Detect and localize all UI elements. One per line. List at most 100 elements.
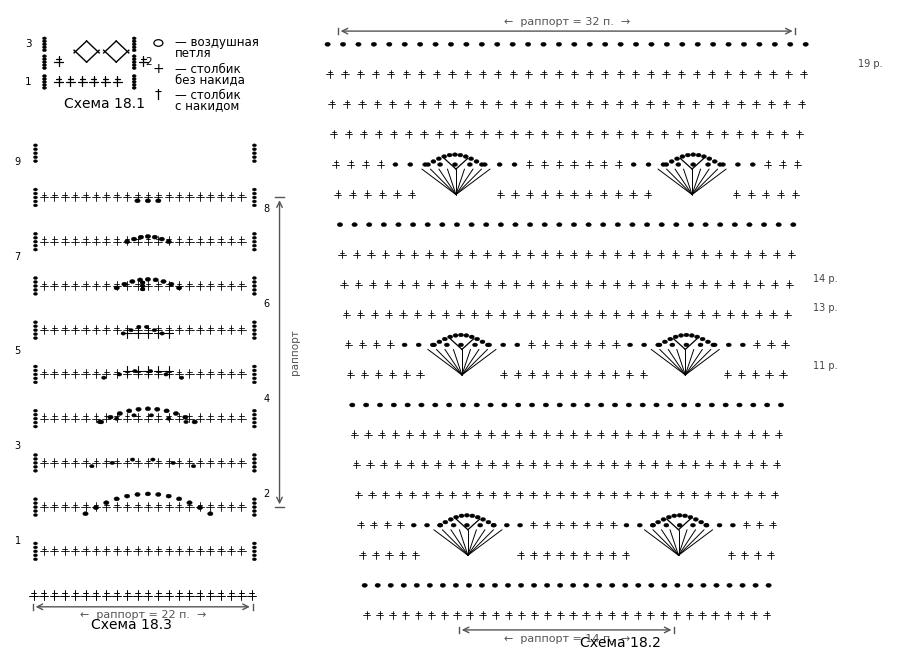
Circle shape	[436, 340, 442, 343]
Circle shape	[556, 223, 562, 227]
Circle shape	[513, 223, 518, 227]
Circle shape	[431, 343, 436, 347]
Circle shape	[166, 417, 171, 420]
Circle shape	[445, 343, 449, 347]
Circle shape	[160, 332, 165, 335]
Circle shape	[122, 282, 127, 286]
Circle shape	[481, 518, 486, 521]
Circle shape	[486, 520, 491, 524]
Circle shape	[42, 86, 47, 90]
Circle shape	[488, 403, 493, 407]
Circle shape	[544, 583, 550, 587]
Text: 7: 7	[14, 252, 21, 262]
Text: 13 р.: 13 р.	[814, 304, 838, 314]
Circle shape	[714, 583, 719, 587]
Circle shape	[717, 162, 723, 166]
Circle shape	[681, 403, 687, 407]
Circle shape	[587, 42, 592, 46]
Circle shape	[690, 152, 696, 156]
Circle shape	[33, 288, 38, 291]
Circle shape	[252, 204, 256, 207]
Circle shape	[583, 583, 589, 587]
Circle shape	[668, 337, 673, 341]
Circle shape	[132, 37, 136, 40]
Circle shape	[132, 86, 136, 90]
Circle shape	[479, 42, 484, 46]
Circle shape	[33, 381, 38, 384]
Circle shape	[690, 162, 696, 166]
Text: 3: 3	[14, 442, 21, 452]
Circle shape	[670, 343, 675, 347]
Circle shape	[42, 66, 47, 70]
Circle shape	[651, 523, 655, 527]
Text: ←  раппорт = 22 п.  →: ← раппорт = 22 п. →	[79, 610, 206, 620]
Circle shape	[709, 403, 715, 407]
Circle shape	[33, 502, 38, 505]
Circle shape	[527, 223, 533, 227]
Circle shape	[482, 162, 487, 166]
Circle shape	[33, 465, 38, 468]
Circle shape	[252, 510, 256, 512]
Circle shape	[677, 513, 682, 517]
Circle shape	[252, 461, 256, 464]
Circle shape	[740, 583, 745, 587]
Circle shape	[33, 421, 38, 424]
Circle shape	[114, 417, 119, 420]
Circle shape	[131, 237, 137, 241]
Circle shape	[153, 278, 158, 282]
Circle shape	[252, 156, 256, 158]
Circle shape	[252, 546, 256, 549]
Circle shape	[388, 583, 393, 587]
Circle shape	[168, 282, 174, 286]
Text: раппорт: раппорт	[291, 330, 301, 375]
Circle shape	[474, 160, 479, 163]
Circle shape	[602, 42, 608, 46]
Text: — столбик: — столбик	[175, 63, 240, 76]
Circle shape	[90, 465, 94, 468]
Circle shape	[33, 542, 38, 545]
Circle shape	[183, 415, 188, 419]
Circle shape	[646, 162, 651, 166]
Circle shape	[252, 329, 256, 332]
Circle shape	[454, 515, 459, 519]
Circle shape	[437, 523, 443, 527]
Circle shape	[352, 223, 357, 227]
Text: 19 р.: 19 р.	[859, 59, 883, 69]
Circle shape	[497, 162, 502, 166]
Circle shape	[682, 514, 688, 518]
Circle shape	[405, 403, 410, 407]
Circle shape	[469, 335, 474, 339]
Circle shape	[677, 523, 682, 527]
Circle shape	[33, 321, 38, 324]
Circle shape	[42, 74, 47, 78]
Text: Схема 18.3: Схема 18.3	[91, 619, 172, 633]
Circle shape	[464, 154, 468, 158]
Circle shape	[688, 515, 693, 519]
Circle shape	[42, 46, 47, 48]
Circle shape	[132, 369, 137, 373]
Circle shape	[474, 337, 480, 341]
Circle shape	[480, 340, 485, 343]
Circle shape	[458, 333, 464, 337]
Circle shape	[447, 335, 453, 339]
Circle shape	[94, 506, 99, 510]
Circle shape	[102, 376, 106, 379]
Circle shape	[458, 343, 464, 347]
Circle shape	[144, 326, 148, 329]
Circle shape	[788, 42, 793, 46]
Text: 2: 2	[264, 489, 270, 499]
Circle shape	[145, 199, 150, 203]
Circle shape	[454, 583, 459, 587]
Circle shape	[649, 583, 654, 587]
Circle shape	[33, 514, 38, 516]
Circle shape	[416, 343, 421, 347]
Circle shape	[676, 162, 680, 166]
Text: 1: 1	[25, 77, 32, 87]
Circle shape	[42, 40, 47, 43]
Circle shape	[649, 42, 654, 46]
Circle shape	[703, 223, 708, 227]
Circle shape	[135, 199, 140, 203]
Circle shape	[132, 49, 136, 52]
Circle shape	[439, 223, 445, 227]
Circle shape	[33, 232, 38, 235]
